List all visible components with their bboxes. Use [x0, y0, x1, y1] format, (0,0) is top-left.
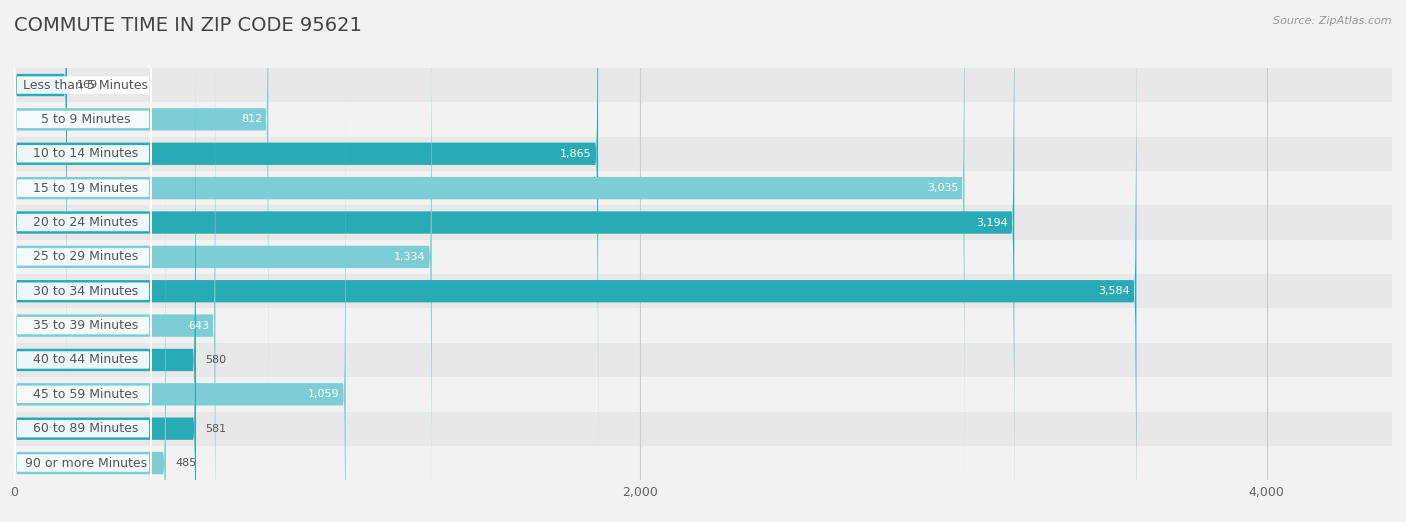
- Bar: [14, 377, 1392, 411]
- Bar: [14, 205, 1392, 240]
- Text: Less than 5 Minutes: Less than 5 Minutes: [24, 78, 148, 91]
- Text: 30 to 34 Minutes: 30 to 34 Minutes: [34, 284, 138, 298]
- Text: 580: 580: [205, 355, 226, 365]
- FancyBboxPatch shape: [14, 94, 152, 522]
- Text: 169: 169: [76, 80, 97, 90]
- FancyBboxPatch shape: [14, 0, 67, 383]
- Text: 1,865: 1,865: [560, 149, 592, 159]
- Text: 1,334: 1,334: [394, 252, 426, 262]
- Text: 45 to 59 Minutes: 45 to 59 Minutes: [32, 388, 138, 401]
- FancyBboxPatch shape: [14, 0, 152, 489]
- Text: 5 to 9 Minutes: 5 to 9 Minutes: [41, 113, 131, 126]
- FancyBboxPatch shape: [14, 0, 598, 452]
- Bar: [14, 102, 1392, 137]
- FancyBboxPatch shape: [14, 165, 166, 522]
- Text: 581: 581: [205, 424, 226, 434]
- Text: COMMUTE TIME IN ZIP CODE 95621: COMMUTE TIME IN ZIP CODE 95621: [14, 16, 361, 34]
- Text: 812: 812: [240, 114, 262, 124]
- Bar: [14, 137, 1392, 171]
- Bar: [14, 446, 1392, 480]
- Text: 3,194: 3,194: [976, 218, 1008, 228]
- Bar: [14, 171, 1392, 205]
- Text: 643: 643: [188, 321, 209, 330]
- Text: 15 to 19 Minutes: 15 to 19 Minutes: [34, 182, 138, 195]
- FancyBboxPatch shape: [14, 0, 152, 522]
- FancyBboxPatch shape: [14, 0, 152, 522]
- Text: 3,584: 3,584: [1098, 286, 1130, 296]
- Bar: [14, 240, 1392, 274]
- Text: Source: ZipAtlas.com: Source: ZipAtlas.com: [1274, 16, 1392, 26]
- Bar: [14, 68, 1392, 102]
- FancyBboxPatch shape: [14, 0, 152, 420]
- FancyBboxPatch shape: [14, 0, 152, 522]
- Text: 40 to 44 Minutes: 40 to 44 Minutes: [34, 353, 138, 366]
- FancyBboxPatch shape: [14, 25, 152, 522]
- Bar: [14, 411, 1392, 446]
- Text: 90 or more Minutes: 90 or more Minutes: [25, 457, 146, 470]
- FancyBboxPatch shape: [14, 62, 195, 522]
- FancyBboxPatch shape: [14, 0, 152, 522]
- Bar: [14, 309, 1392, 343]
- FancyBboxPatch shape: [14, 0, 269, 418]
- FancyBboxPatch shape: [14, 60, 152, 522]
- Text: 3,035: 3,035: [927, 183, 959, 193]
- Bar: [14, 343, 1392, 377]
- Text: 60 to 89 Minutes: 60 to 89 Minutes: [32, 422, 138, 435]
- Text: 485: 485: [176, 458, 197, 468]
- Text: 1,059: 1,059: [308, 389, 339, 399]
- FancyBboxPatch shape: [14, 0, 965, 487]
- FancyBboxPatch shape: [14, 0, 152, 454]
- FancyBboxPatch shape: [14, 28, 215, 522]
- Text: 35 to 39 Minutes: 35 to 39 Minutes: [34, 319, 138, 332]
- FancyBboxPatch shape: [14, 0, 432, 522]
- Text: 20 to 24 Minutes: 20 to 24 Minutes: [34, 216, 138, 229]
- FancyBboxPatch shape: [14, 128, 152, 522]
- Text: 25 to 29 Minutes: 25 to 29 Minutes: [34, 251, 138, 264]
- Bar: [14, 274, 1392, 309]
- FancyBboxPatch shape: [14, 130, 195, 522]
- FancyBboxPatch shape: [14, 96, 346, 522]
- FancyBboxPatch shape: [14, 0, 152, 522]
- Text: 10 to 14 Minutes: 10 to 14 Minutes: [34, 147, 138, 160]
- FancyBboxPatch shape: [14, 0, 1014, 520]
- FancyBboxPatch shape: [14, 0, 1136, 522]
